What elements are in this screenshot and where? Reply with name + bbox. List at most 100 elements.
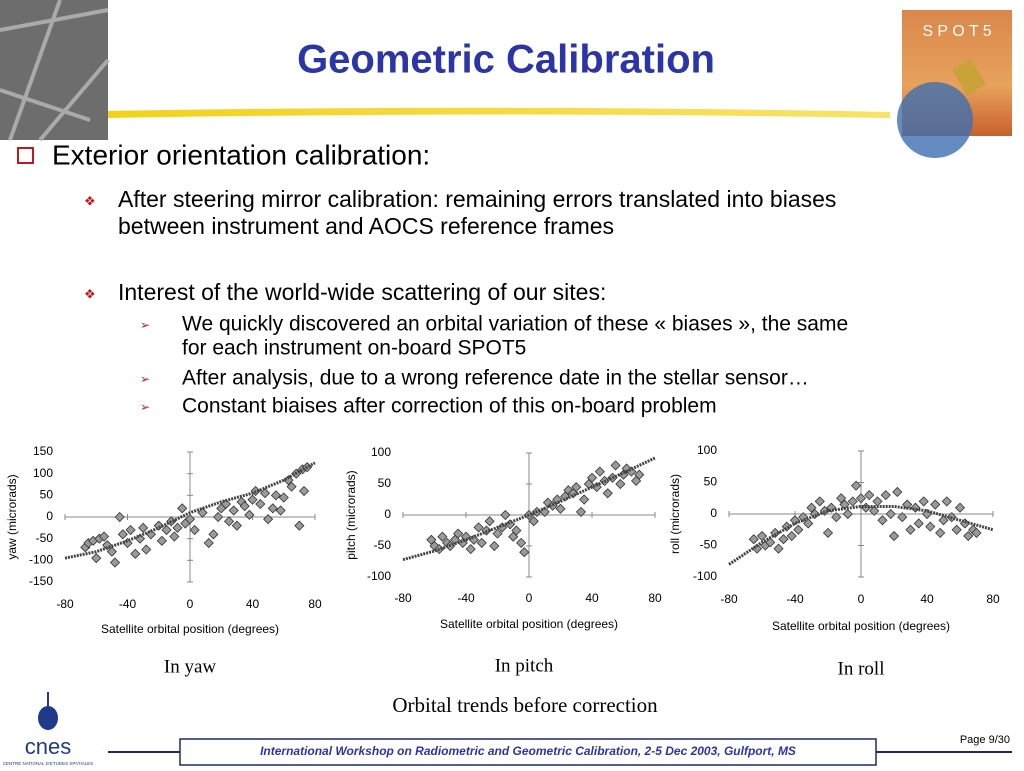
y-tick-label: -100	[367, 569, 391, 583]
x-tick-label: -80	[720, 592, 738, 606]
data-point	[897, 512, 908, 523]
data-point	[602, 488, 613, 499]
data-point	[836, 493, 847, 504]
data-point	[822, 527, 834, 538]
data-point	[91, 553, 102, 564]
data-point	[161, 524, 172, 536]
data-point	[141, 544, 152, 555]
data-point	[954, 502, 966, 513]
x-tick-label: 0	[187, 597, 194, 611]
bullet-text: between instrument and AOCS reference fr…	[118, 213, 614, 239]
data-point	[793, 524, 804, 535]
sub-bullet-text: for each instrument on-board SPOT5	[182, 337, 526, 360]
data-point	[278, 492, 289, 503]
data-point	[855, 493, 867, 504]
sub-bullet-text: Constant biaises after correction of thi…	[182, 395, 717, 418]
slide-title: Geometric Calibration	[297, 38, 715, 82]
x-axis-title: Satellite orbital position (degrees)	[440, 617, 618, 631]
data-point	[169, 531, 180, 542]
x-tick-label: -40	[119, 597, 137, 611]
y-tick-label: 50	[378, 476, 392, 490]
data-point	[228, 505, 239, 516]
spot5-earth	[897, 82, 973, 158]
data-point	[255, 498, 266, 510]
data-point	[203, 537, 214, 549]
data-point	[259, 488, 271, 499]
data-point	[223, 516, 235, 527]
data-point	[213, 511, 224, 523]
data-point	[748, 534, 759, 545]
data-point	[789, 515, 801, 526]
data-point	[552, 494, 563, 505]
footer-box	[179, 738, 877, 766]
y-tick-label: 0	[46, 509, 53, 523]
sub-bullet-text: We quickly discovered an orbital variati…	[182, 313, 848, 336]
trend-line	[64, 461, 316, 560]
data-point	[885, 508, 896, 520]
y-tick-label: 50	[40, 488, 54, 502]
heading: Exterior orientation calibration:	[52, 139, 430, 170]
page-number: Page 9/30	[960, 734, 1010, 746]
y-axis-title: yaw (microrads)	[5, 474, 19, 559]
y-tick-label: 0	[710, 506, 717, 520]
y-tick-label: 100	[33, 466, 53, 480]
y-tick-label: -100	[693, 569, 717, 583]
y-tick-label: -100	[29, 553, 53, 567]
x-tick-label: 40	[246, 597, 260, 611]
x-tick-label: 0	[526, 591, 533, 605]
bullet-diamond: ❖	[84, 286, 96, 301]
x-tick-label: 80	[648, 591, 662, 605]
data-point	[971, 527, 982, 538]
data-point	[239, 501, 250, 512]
data-point	[941, 496, 952, 507]
data-point	[476, 537, 487, 548]
bullet-diamond: ❖	[84, 193, 96, 208]
data-point	[555, 503, 566, 514]
data-point	[484, 516, 495, 527]
data-point	[586, 472, 598, 483]
data-point	[516, 537, 527, 548]
data-point	[773, 543, 784, 554]
data-point	[786, 530, 797, 542]
data-point	[106, 546, 117, 557]
y-tick-label: -50	[700, 538, 718, 552]
data-point	[610, 460, 621, 471]
y-tick-label: 100	[697, 443, 717, 457]
bullet-arrow: ➢	[140, 318, 150, 332]
data-point	[184, 514, 196, 525]
data-point	[294, 520, 305, 531]
data-point	[842, 508, 853, 520]
data-point	[594, 466, 605, 477]
data-point	[814, 496, 825, 507]
header-photo-detail	[0, 0, 110, 142]
y-tick-label: 50	[704, 475, 718, 489]
y-tick-label: -50	[36, 531, 54, 545]
y-tick-label: 0	[384, 507, 391, 521]
data-point	[880, 490, 891, 501]
title-underline	[108, 107, 890, 118]
data-point	[930, 499, 941, 510]
data-point	[453, 528, 464, 539]
data-point	[437, 531, 448, 542]
data-point	[247, 494, 258, 505]
y-tick-label: 150	[33, 444, 53, 458]
data-point	[156, 535, 167, 546]
data-point	[571, 482, 582, 493]
data-point	[806, 502, 817, 513]
data-point	[109, 557, 121, 568]
y-tick-label: -50	[374, 538, 392, 552]
spot5-satellite	[951, 58, 987, 96]
data-point	[117, 529, 128, 540]
y-axis-title: roll (microrads)	[668, 474, 682, 554]
data-point	[270, 490, 282, 501]
data-point	[98, 531, 110, 542]
data-point	[244, 509, 255, 520]
trend-line	[728, 504, 994, 566]
data-point	[831, 512, 842, 523]
chart-caption: In roll	[838, 658, 885, 679]
bullet-text: Interest of the world-wide scattering of…	[118, 279, 606, 305]
data-point	[575, 506, 587, 517]
bullet-square	[17, 147, 34, 164]
data-point	[634, 469, 645, 480]
